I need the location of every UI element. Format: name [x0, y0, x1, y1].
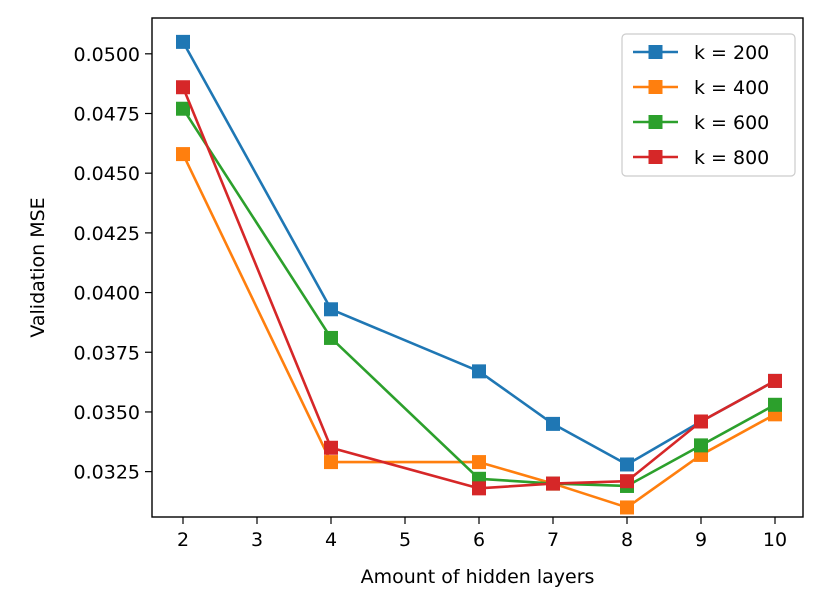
data-point — [620, 474, 634, 489]
legend-marker — [648, 150, 663, 164]
data-point — [176, 101, 190, 116]
x-axis-label: Amount of hidden layers — [361, 566, 595, 588]
data-point — [768, 397, 782, 412]
y-tick-label: 0.0375 — [74, 342, 140, 364]
x-tick-label: 9 — [695, 529, 707, 551]
legend-marker — [648, 80, 663, 94]
data-point — [324, 302, 338, 317]
data-point — [546, 416, 560, 431]
legend-marker — [648, 115, 663, 129]
data-point — [768, 373, 782, 388]
x-tick-label: 5 — [399, 529, 411, 551]
data-point — [176, 80, 190, 95]
data-point — [324, 440, 338, 455]
data-point — [694, 438, 708, 453]
legend: k = 200 k = 400 k = 600 k = 800 — [621, 33, 796, 177]
y-tick-label: 0.0425 — [74, 223, 140, 245]
legend-item: k = 200 — [633, 42, 769, 64]
plot-content — [176, 34, 782, 515]
x-tick-label: 4 — [325, 529, 337, 551]
legend-label: k = 800 — [694, 147, 769, 169]
x-tick-label: 6 — [473, 529, 485, 551]
legend-item: k = 600 — [633, 112, 769, 134]
x-axis: 2 3 4 5 6 7 8 9 10 — [177, 517, 787, 551]
data-point — [472, 455, 486, 470]
x-tick-label: 2 — [177, 529, 189, 551]
data-point — [324, 455, 338, 470]
x-tick-label: 10 — [763, 529, 787, 551]
legend-marker — [648, 45, 663, 59]
data-point — [694, 414, 708, 429]
data-point — [472, 364, 486, 379]
data-point — [620, 457, 634, 472]
plot-frame — [151, 17, 804, 518]
y-axis: 0.0325 0.0350 0.0375 0.0400 0.0425 0.0450 0.04… — [74, 44, 152, 484]
series-k-800 — [176, 80, 782, 496]
data-point — [324, 330, 338, 345]
data-point — [472, 481, 486, 496]
x-tick-label: 7 — [547, 529, 559, 551]
y-tick-label: 0.0475 — [74, 104, 140, 126]
legend-label: k = 400 — [694, 77, 769, 99]
y-tick-label: 0.0450 — [74, 163, 140, 185]
y-tick-label: 0.0500 — [74, 44, 140, 66]
y-axis-label: Validation MSE — [27, 197, 49, 337]
y-tick-label: 0.0400 — [74, 283, 140, 305]
legend-item: k = 400 — [633, 77, 769, 99]
y-tick-label: 0.0350 — [74, 402, 140, 424]
data-point — [176, 147, 190, 162]
x-tick-label: 3 — [251, 529, 263, 551]
series-k-400 — [176, 147, 782, 515]
data-point — [620, 500, 634, 515]
legend-item: k = 800 — [633, 147, 769, 169]
legend-box — [621, 33, 796, 177]
data-point — [546, 476, 560, 491]
data-point — [176, 34, 190, 49]
y-tick-label: 0.0325 — [74, 462, 140, 484]
legend-label: k = 200 — [694, 42, 769, 64]
x-tick-label: 8 — [621, 529, 633, 551]
legend-label: k = 600 — [694, 112, 769, 134]
